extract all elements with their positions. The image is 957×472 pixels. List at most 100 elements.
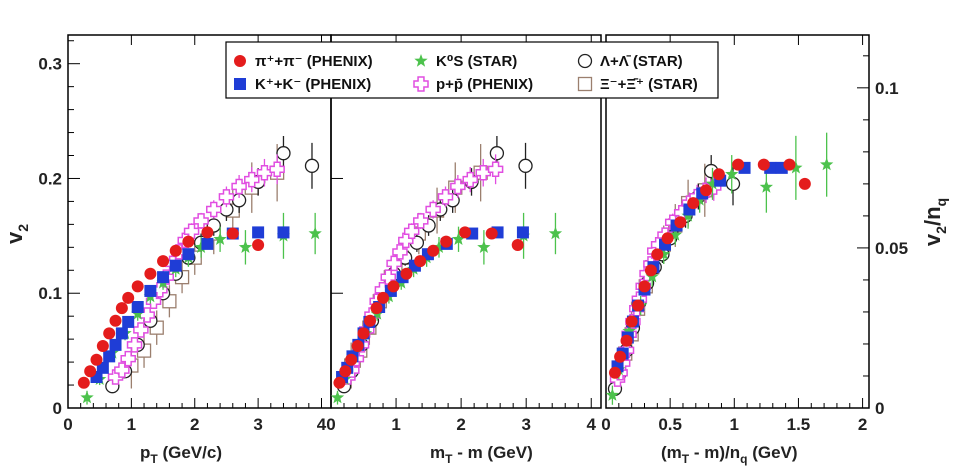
data-point-k0s (330, 390, 345, 404)
y-tick-label: 0.1 (875, 79, 899, 98)
data-point-pi (687, 197, 700, 210)
x-title-middle: mT - m (GeV) (430, 443, 533, 466)
x-tick-label: 4 (317, 415, 327, 434)
data-point-pi (377, 291, 390, 304)
y-tick-label: 0.2 (38, 169, 62, 188)
legend-marker-p (413, 76, 429, 92)
series-pi (333, 226, 524, 389)
data-point-pi (77, 376, 90, 389)
legend-label-k: K⁺+K⁻ (PHENIX) (255, 76, 371, 93)
data-point-pi (201, 226, 214, 239)
data-point-k0s (820, 157, 834, 171)
data-point-pi (169, 244, 182, 257)
x-tick-label: 1 (391, 415, 400, 434)
data-point-pi (712, 168, 725, 181)
data-point-lambda (276, 146, 291, 161)
x-tick-label: 4 (587, 415, 597, 434)
legend-entry-k: K⁺+K⁻ (PHENIX) (234, 76, 371, 93)
x-tick-label: 3 (521, 415, 530, 434)
data-point-pi (122, 291, 135, 304)
plot-frame (330, 34, 602, 409)
y-right-title: v2/nq (920, 198, 949, 246)
data-point-pi (511, 239, 524, 252)
data-point-pi (387, 280, 400, 293)
data-point-pi (96, 340, 109, 353)
y-tick-label: 0 (53, 399, 62, 418)
data-point-pi (84, 365, 97, 378)
data-point-k (131, 301, 144, 314)
legend-marker-k0s-shape (414, 54, 428, 67)
data-point-pi (440, 235, 453, 248)
data-point-pi (625, 315, 638, 328)
data-point-pi (90, 353, 103, 366)
data-point-p (231, 178, 247, 195)
data-point-pi (182, 235, 195, 248)
data-point-pi (131, 280, 144, 293)
data-point-pi (485, 227, 498, 240)
legend-label-lambda: Λ+Λ̄ (STAR) (600, 53, 683, 70)
data-point-p (413, 213, 429, 229)
data-point-pi (109, 314, 122, 327)
data-point-k0s (131, 306, 145, 320)
data-point-pi (608, 366, 621, 379)
legend-marker-xi-shape (577, 76, 593, 92)
panel-right: 0 0.5 1 1.5 200.050.1 (601, 34, 908, 434)
data-point-p (218, 189, 235, 205)
data-point-k (157, 271, 170, 284)
x-tick-label: 0 (326, 415, 335, 434)
data-point-k0s (213, 232, 227, 245)
data-point-pi (357, 327, 370, 340)
data-point-pi (115, 302, 128, 315)
data-point-k0s (605, 388, 620, 401)
data-point-k0s (432, 240, 446, 253)
series-pi (77, 226, 265, 389)
legend-marker-k0s (414, 54, 428, 67)
data-point-pi (252, 239, 265, 252)
data-point-p (450, 178, 466, 195)
data-point-pi (370, 302, 383, 315)
data-point-k (96, 361, 109, 374)
x-title-left: pT (GeV/c) (140, 443, 222, 466)
legend-marker-p-shape (413, 76, 429, 92)
x-title-right: (mT - m)/nq (GeV) (661, 443, 798, 466)
x-tick-label: 2 (858, 415, 867, 434)
legend: π⁺+π⁻ (PHENIX) K⁰S (STAR) Λ+Λ̄ (STAR) K⁺… (225, 41, 719, 99)
data-point-pi (157, 255, 170, 268)
data-point-p (244, 171, 260, 188)
legend-marker-xi (577, 76, 593, 92)
data-point-p (193, 213, 209, 229)
legend-marker-k-shape (234, 78, 246, 90)
data-point-pi (732, 158, 745, 171)
legend-label-xi: Ξ⁻+Ξ̄⁺ (STAR) (600, 76, 698, 93)
x-tick-label: 1 (127, 415, 136, 434)
data-point-pi (798, 177, 811, 190)
legend-label-p: p+p̄ (PHENIX) (436, 76, 533, 93)
panel-left: 0 1 2 3 400.10.20.3 (38, 34, 332, 434)
data-point-pi (400, 267, 413, 280)
data-point-k0s (657, 247, 671, 260)
data-point-pi (783, 158, 796, 171)
data-point-pi (339, 365, 352, 378)
data-point-k0s (759, 180, 773, 193)
x-tick-label: 0 (63, 415, 72, 434)
legend-marker-pi-shape (234, 55, 246, 67)
data-point-p (386, 255, 402, 272)
data-point-p (114, 362, 130, 378)
data-point-pi (333, 376, 346, 389)
x-tick-label: 2 (456, 415, 465, 434)
data-point-pi (700, 184, 713, 197)
data-point-k0s (548, 226, 563, 240)
legend-label-pi: π⁺+π⁻ (PHENIX) (255, 53, 373, 70)
y-tick-label: 0 (875, 399, 884, 418)
legend-marker-lambda-shape (577, 53, 593, 69)
data-point-pi (651, 248, 664, 261)
y-tick-label: 0.3 (38, 55, 62, 74)
x-tick-label: 3 (253, 415, 262, 434)
x-tick-label: 1 (730, 415, 739, 434)
legend-box (225, 41, 719, 99)
panel-middle: 0 1 2 3 4 (326, 34, 602, 434)
legend-entry-p: p+p̄ (PHENIX) (413, 76, 533, 93)
data-point-pi (644, 264, 657, 277)
data-point-k0s (789, 160, 803, 174)
